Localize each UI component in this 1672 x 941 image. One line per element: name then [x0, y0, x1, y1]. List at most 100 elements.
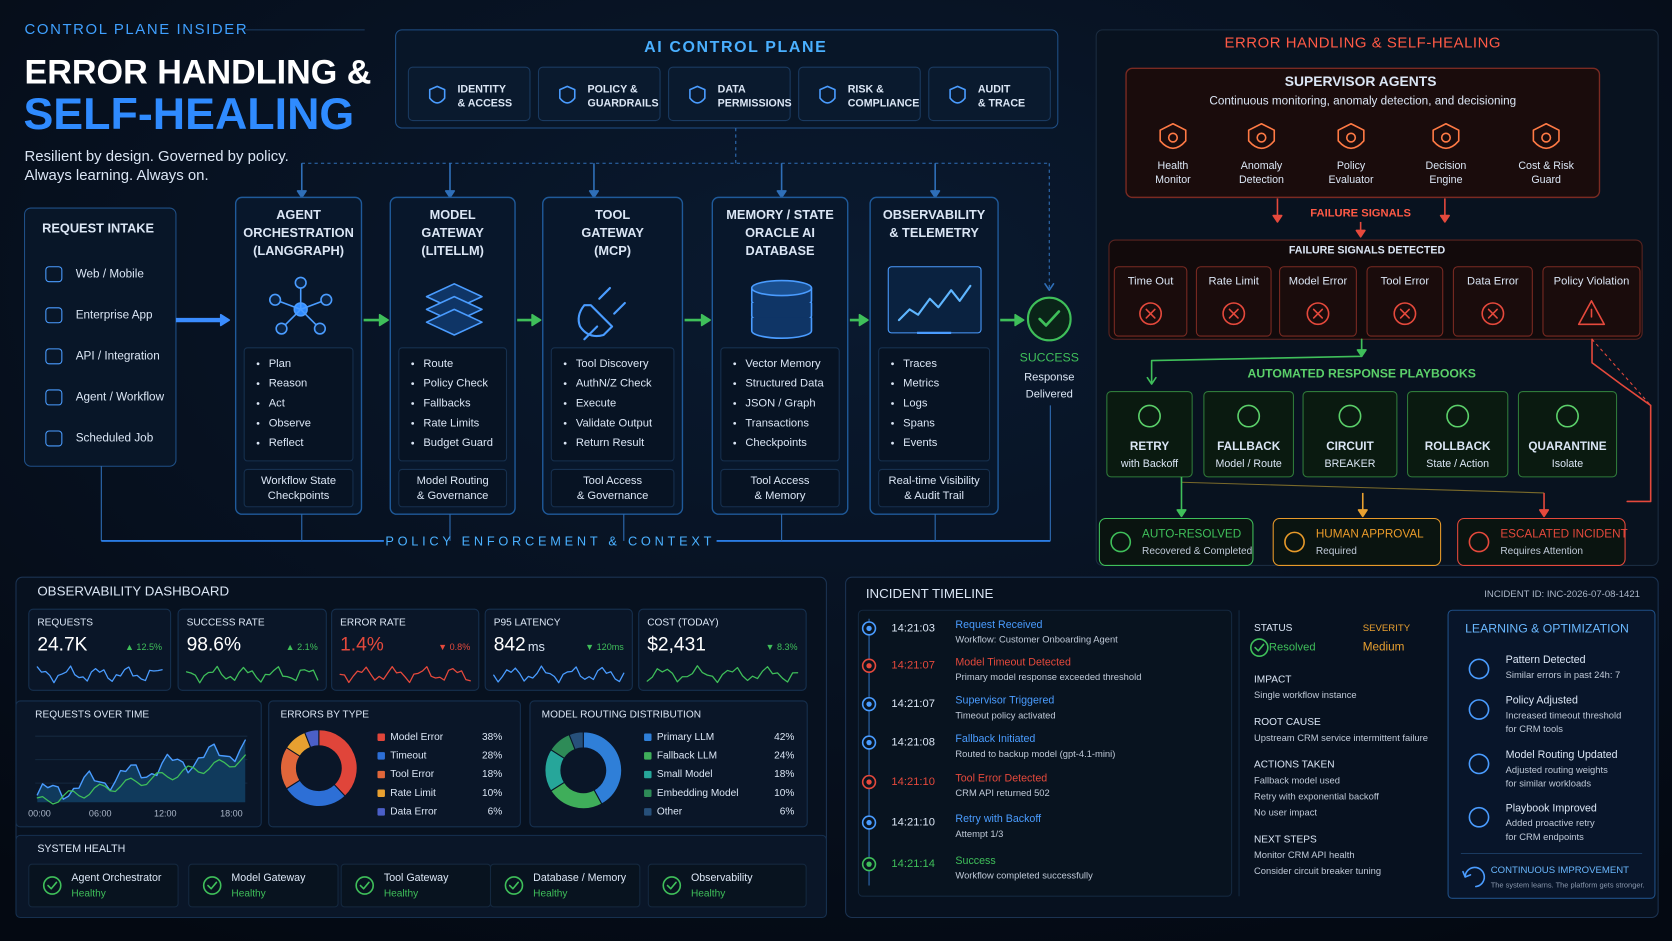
- card-label: POLICY &: [588, 83, 638, 95]
- value-label: 10%: [774, 788, 794, 799]
- footer-box: [878, 468, 991, 508]
- box-title: FAILURE SIGNALS DETECTED: [1289, 245, 1446, 257]
- event-time: 14:21:14: [891, 858, 935, 870]
- icon: [1393, 302, 1417, 326]
- icon: [750, 317, 813, 339]
- success-text: Delivered: [1026, 389, 1073, 401]
- stage-title: (MCP): [594, 243, 631, 258]
- stage-bullet: Reflect: [269, 437, 305, 449]
- section-title: OBSERVABILITY DASHBOARD: [37, 584, 229, 599]
- arrow-head: [1357, 509, 1368, 518]
- icon: [1481, 302, 1505, 326]
- event-time: 14:21:07: [891, 660, 935, 672]
- card-label: IDENTITY: [457, 83, 506, 95]
- stage-bullet: Logs: [903, 397, 928, 409]
- status-label: STATUS: [1254, 623, 1293, 634]
- icon: [268, 293, 282, 306]
- stage-title: (LITELLM): [421, 243, 483, 258]
- area: [37, 740, 246, 803]
- learning-text: for CRM endpoints: [1506, 832, 1584, 842]
- sparkline: [185, 665, 319, 684]
- check-mark: [207, 881, 218, 890]
- outcome-card: [1098, 517, 1254, 566]
- check-icon: [202, 876, 222, 895]
- signal-label: Policy Violation: [1554, 276, 1630, 288]
- event-detail: CRM API returned 502: [955, 788, 1049, 798]
- signal-card: [1195, 266, 1272, 337]
- signal-card: [1113, 266, 1188, 337]
- stage-footer: Model Routing: [417, 475, 489, 487]
- value-label: 24%: [774, 751, 794, 762]
- icon: [689, 85, 706, 104]
- kpi-value: 1.4%: [340, 635, 384, 656]
- icon: [1577, 300, 1606, 326]
- event-title: Retry with Backoff: [955, 813, 1041, 825]
- learning-title: Playbook Improved: [1506, 803, 1597, 815]
- bullet-box: [878, 347, 991, 462]
- pie-slice: [582, 731, 623, 805]
- outcome-title: ESCALATED INCIDENT: [1500, 528, 1627, 541]
- arrow-head: [1176, 509, 1187, 518]
- icon: [320, 293, 333, 306]
- legend-swatch: [644, 770, 652, 779]
- stage-bullet: Policy Check: [423, 378, 488, 390]
- kpi-delta: ▲ 2.1%: [286, 642, 318, 652]
- stage-title: DATABASE: [745, 243, 815, 258]
- section-text: Retry with exponential backoff: [1254, 791, 1379, 801]
- stage-bullet: Act: [269, 397, 286, 409]
- event-detail: Routed to backup model (gpt-4.1-mini): [955, 749, 1115, 759]
- arrow-head: [858, 313, 869, 327]
- chart-title: MODEL ROUTING DISTRIBUTION: [542, 709, 701, 720]
- stage-bullet: Validate Output: [576, 417, 653, 429]
- stage-bullet: Metrics: [903, 378, 939, 390]
- health-name: Model Gateway: [231, 872, 306, 884]
- event-time: 14:21:03: [891, 622, 935, 634]
- legend-swatch: [644, 789, 652, 797]
- card: [407, 66, 531, 122]
- event-time: 14:21:08: [891, 737, 935, 749]
- stage-bullet: Budget Guard: [423, 437, 493, 449]
- playbook-sub: with Backoff: [1120, 458, 1178, 470]
- stage-bullet: AuthN/Z Check: [576, 378, 652, 390]
- arrow-head: [776, 190, 787, 199]
- card-label: RISK &: [848, 83, 884, 95]
- agent-label: Decision: [1426, 160, 1467, 172]
- section-title: LEARNING & OPTIMIZATION: [1465, 622, 1629, 636]
- signal-card: [1366, 266, 1444, 337]
- stage-title: ORCHESTRATION: [243, 225, 354, 240]
- playbook-card: [1203, 391, 1294, 478]
- bullet-dot: [411, 421, 415, 425]
- kpi-label: ERROR RATE: [340, 618, 406, 629]
- arrow-head: [378, 313, 389, 327]
- stage-bullet: Observe: [269, 417, 311, 429]
- icon: [425, 308, 483, 336]
- footer-box: [550, 468, 675, 508]
- kicker: CONTROL PLANE INSIDER: [25, 21, 249, 38]
- arrow-head: [296, 190, 307, 199]
- signal-label: Rate Limit: [1209, 276, 1260, 288]
- health-item: [340, 863, 492, 908]
- icon: [1337, 122, 1365, 150]
- bullet-box: [398, 347, 508, 462]
- icon: [1146, 376, 1157, 385]
- footer-box: [720, 468, 840, 508]
- check-mark: [1254, 643, 1265, 652]
- value-label: 18%: [774, 769, 794, 780]
- icon: [45, 266, 63, 283]
- card: [928, 66, 1051, 122]
- legend-swatch: [377, 752, 385, 760]
- stage-title: & TELEMETRY: [889, 225, 979, 240]
- footer-sub: The system learns. The platform gets str…: [1491, 880, 1645, 889]
- icon: [1110, 531, 1132, 553]
- icon: [1167, 132, 1179, 143]
- stage-bullet: Plan: [269, 358, 291, 370]
- sparkline: [646, 665, 799, 684]
- bullet-dot: [891, 421, 894, 425]
- stage-title: GATEWAY: [421, 225, 484, 240]
- icon: [1038, 310, 1061, 327]
- legend-label: Other: [657, 807, 683, 818]
- stage-footer: & Governance: [577, 490, 649, 502]
- bullet-dot: [256, 382, 260, 386]
- icon: [1312, 308, 1324, 319]
